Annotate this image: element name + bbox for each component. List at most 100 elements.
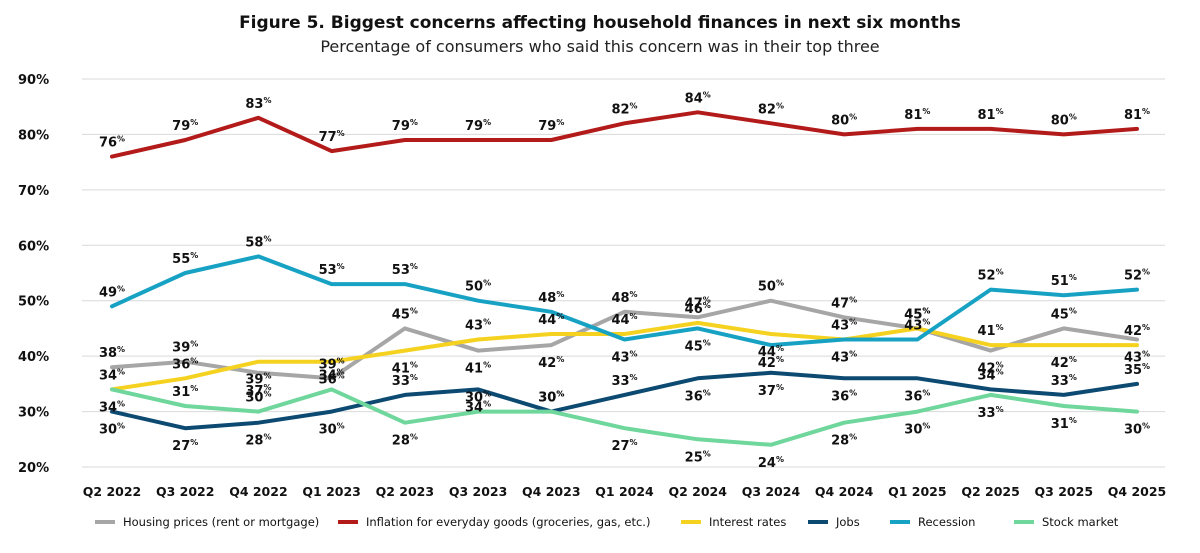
- data-label: 39%: [172, 340, 198, 356]
- x-tick-label: Q1 2023: [302, 484, 360, 499]
- legend-label: Jobs: [835, 515, 860, 529]
- series-line: [110, 254, 1139, 348]
- data-label: 55%: [172, 251, 198, 267]
- y-axis-ticks: 20% 30% 40% 50% 60% 70% 80% 90%: [18, 73, 49, 476]
- x-tick-label: Q4 2024: [815, 484, 874, 499]
- series-line: [110, 370, 1139, 431]
- data-label: 77%: [319, 129, 345, 145]
- x-tick-label: Q4 2023: [522, 484, 580, 499]
- data-label: 53%: [319, 262, 345, 278]
- y-tick-label: 60%: [18, 239, 49, 254]
- x-tick-label: Q1 2025: [888, 484, 946, 499]
- x-tick-label: Q2 2022: [83, 484, 141, 499]
- data-label: 42%: [758, 355, 784, 371]
- y-tick-label: 50%: [18, 295, 49, 310]
- data-labels: 38% 39%37%39%45%41% 42%48%47%50%47%45%42%4…: [99, 90, 1150, 471]
- legend-label: Stock market: [1042, 515, 1119, 529]
- y-tick-label: 80%: [18, 128, 49, 143]
- y-tick-label: 20%: [18, 461, 49, 476]
- data-label: 33%: [392, 373, 418, 389]
- data-label: 79%: [465, 118, 491, 134]
- x-tick-label: Q3 2023: [449, 484, 507, 499]
- x-tick-label: Q3 2024: [742, 484, 801, 499]
- data-label: 30%: [245, 390, 271, 406]
- data-label: 43%: [831, 350, 857, 366]
- data-label: 43%: [465, 318, 491, 334]
- x-tick-label: Q2 2024: [668, 484, 727, 499]
- data-label: 44%: [611, 312, 637, 328]
- data-label: 45%: [685, 338, 711, 354]
- series-line: [110, 298, 1139, 381]
- data-label: 81%: [978, 107, 1004, 123]
- data-label: 41%: [978, 323, 1004, 339]
- data-label: 84%: [685, 90, 711, 106]
- data-label: 34%: [978, 367, 1004, 383]
- data-label: 30%: [904, 422, 930, 438]
- data-label: 31%: [1051, 416, 1077, 432]
- data-label: 48%: [611, 290, 637, 306]
- data-label: 47%: [831, 295, 857, 311]
- data-label: 80%: [1051, 112, 1077, 128]
- data-label: 44%: [538, 312, 564, 328]
- data-label: 38%: [99, 345, 125, 361]
- data-label: 31%: [172, 384, 198, 400]
- data-label: 42%: [538, 355, 564, 371]
- data-label: 30%: [319, 422, 345, 438]
- data-label: 50%: [758, 279, 784, 295]
- x-tick-label: Q4 2022: [229, 484, 287, 499]
- data-label: 82%: [758, 101, 784, 117]
- data-label: 25%: [685, 449, 711, 465]
- data-label: 80%: [831, 112, 857, 128]
- data-label: 28%: [245, 433, 271, 449]
- data-label: 36%: [172, 356, 198, 372]
- data-label: 30%: [538, 390, 564, 406]
- data-label: 42%: [1051, 355, 1077, 371]
- data-label: 58%: [245, 234, 271, 250]
- data-label: 50%: [465, 279, 491, 295]
- data-label: 34%: [319, 367, 345, 383]
- x-tick-label: Q1 2024: [595, 484, 654, 499]
- data-label: 79%: [392, 118, 418, 134]
- data-label: 81%: [904, 107, 930, 123]
- data-label: 45%: [392, 306, 418, 322]
- data-label: 42%: [1124, 323, 1150, 339]
- data-label: 33%: [1051, 373, 1077, 389]
- y-tick-label: 90%: [18, 73, 49, 88]
- x-axis-ticks: Q2 2022 Q3 2022 Q4 2022 Q1 2023 Q2 2023 Q3 20…: [83, 484, 1166, 499]
- data-label: 53%: [392, 262, 418, 278]
- data-label: 48%: [538, 290, 564, 306]
- chart-title: Figure 5. Biggest concerns affecting hou…: [239, 13, 961, 33]
- legend-label: Housing prices (rent or mortgage): [123, 515, 319, 529]
- data-label: 49%: [99, 284, 125, 300]
- data-label: 52%: [1124, 268, 1150, 284]
- series-line: [110, 387, 1139, 447]
- series-line: [110, 110, 1139, 159]
- data-label: 52%: [978, 268, 1004, 284]
- data-label: 28%: [392, 433, 418, 449]
- y-tick-label: 70%: [18, 184, 49, 199]
- data-label: 30%: [99, 422, 125, 438]
- data-label: 28%: [831, 433, 857, 449]
- data-label: 33%: [978, 405, 1004, 421]
- data-label: 24%: [758, 455, 784, 471]
- data-label: 34%: [99, 367, 125, 383]
- x-tick-label: Q2 2023: [376, 484, 434, 499]
- data-label: 41%: [465, 361, 491, 377]
- series-line: [110, 320, 1139, 392]
- legend-label: Inflation for everyday goods (groceries,…: [366, 515, 650, 529]
- x-tick-label: Q4 2025: [1108, 484, 1166, 499]
- data-label: 35%: [1124, 362, 1150, 378]
- data-label: 79%: [538, 118, 564, 134]
- x-tick-label: Q3 2025: [1035, 484, 1093, 499]
- data-label: 30%: [1124, 422, 1150, 438]
- data-label: 51%: [1051, 273, 1077, 289]
- series-lines: [110, 110, 1139, 447]
- data-label: 82%: [611, 101, 637, 117]
- data-label: 81%: [1124, 107, 1150, 123]
- y-tick-label: 30%: [18, 406, 49, 421]
- data-label: 79%: [172, 118, 198, 134]
- chart-subtitle: Percentage of consumers who said this co…: [320, 37, 879, 56]
- data-label: 27%: [611, 438, 637, 454]
- x-tick-label: Q2 2025: [961, 484, 1019, 499]
